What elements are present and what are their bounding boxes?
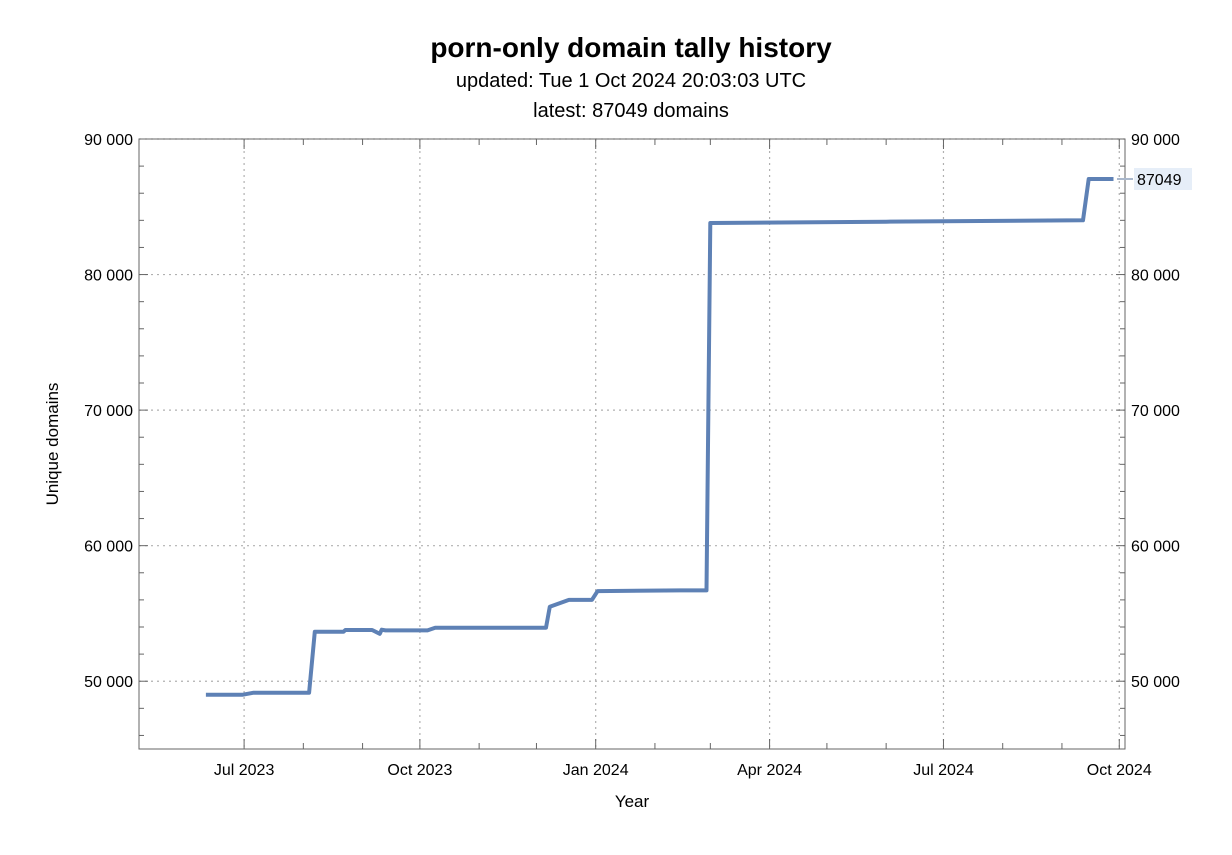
end-value-label: 87049 — [1137, 172, 1182, 189]
series-line — [205, 177, 1114, 697]
y-tick-label-left: 90 000 — [84, 132, 133, 149]
y-tick-label-left: 60 000 — [84, 539, 133, 556]
y-axis-label: Unique domains — [43, 383, 62, 506]
x-tick-label: Jul 2024 — [913, 762, 974, 779]
x-tick-label: Jan 2024 — [563, 762, 629, 779]
grid-layer — [139, 138, 1125, 749]
x-tick-label: Apr 2024 — [737, 762, 802, 779]
end-label-badge — [1134, 168, 1192, 191]
chart-subtitle-latest: latest: 87049 domains — [533, 100, 729, 122]
y-tick-label-right: 70 000 — [1131, 403, 1180, 420]
x-tick-label: Oct 2024 — [1087, 762, 1152, 779]
title-block: porn-only domain tally history updated: … — [0, 30, 1232, 126]
y-tick-label-left: 70 000 — [84, 403, 133, 420]
y-tick-label-right: 50 000 — [1131, 674, 1180, 691]
tick-label-layer: 50 000 50 000 60 000 60 000 70 000 70 000 80 0… — [84, 132, 1180, 779]
x-axis-label: Year — [615, 792, 650, 811]
x-tick-label: Oct 2023 — [387, 762, 452, 779]
plot-frame — [138, 138, 1126, 750]
y-tick-label-left: 50 000 — [84, 674, 133, 691]
tick-layer — [139, 138, 1125, 749]
y-tick-label-right: 80 000 — [1131, 268, 1180, 285]
chart-title: porn-only domain tally history — [430, 32, 832, 63]
chart-subtitle-updated: updated: Tue 1 Oct 2024 20:03:03 UTC — [455, 70, 807, 92]
y-tick-label-right: 60 000 — [1131, 539, 1180, 556]
y-tick-label-left: 80 000 — [84, 268, 133, 285]
y-tick-label-right: 90 000 — [1131, 132, 1180, 149]
x-tick-label: Jul 2023 — [214, 762, 275, 779]
